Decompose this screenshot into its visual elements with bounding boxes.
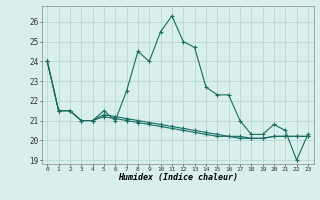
X-axis label: Humidex (Indice chaleur): Humidex (Indice chaleur) xyxy=(118,173,237,182)
